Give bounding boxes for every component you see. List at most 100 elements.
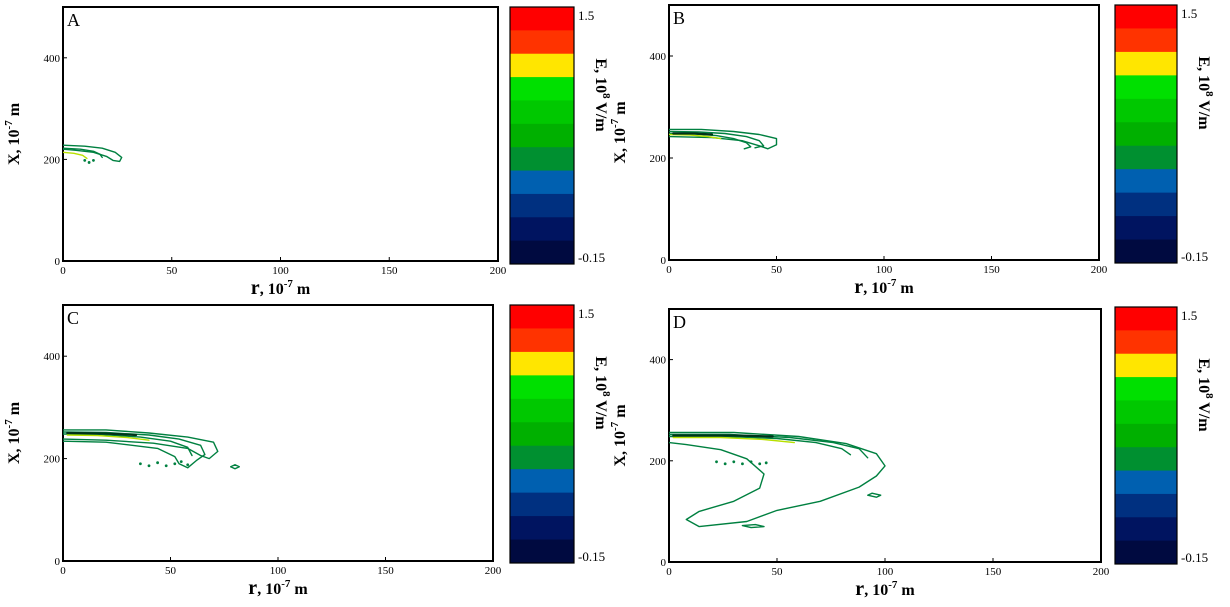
contour-spot — [87, 161, 91, 164]
contour-spot — [764, 461, 768, 465]
x-tick-label: 0 — [666, 566, 672, 578]
contour-group — [669, 431, 886, 529]
contour-spot — [139, 462, 142, 466]
x-axis-title-tail: m — [897, 582, 915, 599]
contour-spot — [164, 464, 168, 468]
contour-spot — [83, 159, 87, 162]
colorbar: 1.5 -0.15 E, 108 V/m — [1114, 306, 1215, 565]
x-axis-title: r, 10-7 m — [251, 277, 311, 299]
panel-letter: B — [673, 8, 685, 28]
x-axis-title-unit: , 10 — [863, 280, 887, 297]
y-axis-title-tail: m — [612, 101, 629, 119]
colorbar-swatch — [1115, 330, 1177, 355]
x-tick-label: 150 — [377, 565, 394, 577]
y-axis-title-tail: m — [6, 401, 23, 419]
y-axis-title-unit: , 10 — [612, 431, 629, 455]
colorbar-swatch — [510, 123, 574, 148]
colorbar-title-main: E, 10 — [1195, 358, 1212, 393]
x-tick-label: 200 — [1091, 264, 1108, 276]
x-tick-label: 100 — [272, 265, 289, 277]
contour-line — [63, 151, 88, 160]
contour-spot — [723, 462, 727, 466]
colorbar: 1.5 -0.15 E, 108 V/m — [1114, 4, 1215, 264]
colorbar-swatch — [1115, 239, 1177, 264]
x-axis-title-exponent: -7 — [887, 277, 897, 289]
y-axis-title: X, 10-7 m — [609, 101, 629, 164]
plot-frame — [62, 304, 494, 562]
contour-line — [741, 523, 765, 529]
contour-spot — [732, 460, 736, 464]
colorbar-min-label: -0.15 — [578, 549, 605, 564]
y-axis-title: X, 10-7 m — [609, 404, 629, 467]
colorbar-frame — [1114, 306, 1178, 565]
contour-spot — [92, 159, 95, 162]
contour-spot — [741, 462, 744, 466]
colorbar-swatch — [510, 53, 574, 78]
colorbar-max-label: 1.5 — [578, 306, 594, 321]
y-tick-label: 0 — [55, 256, 61, 268]
colorbar-title-tail: V/m — [1195, 97, 1212, 131]
x-axis-title-symbol: r — [855, 578, 864, 600]
colorbar-swatch — [1115, 5, 1177, 29]
y-axis-title-exponent: -7 — [3, 419, 15, 429]
colorbar-swatch — [1115, 517, 1177, 542]
colorbar-swatch — [1115, 400, 1177, 425]
colorbar-title: E, 108 V/m — [1195, 56, 1215, 130]
colorbar-swatch — [1115, 447, 1177, 472]
colorbar-min-label: -0.15 — [1181, 249, 1208, 264]
x-axis-title: r, 10-7 m — [855, 578, 915, 600]
y-axis-title-exponent: -7 — [609, 118, 621, 128]
y-axis-title: X, 10-7 m — [3, 401, 23, 464]
colorbar-title-exponent: 8 — [600, 93, 612, 99]
colorbar-frame — [509, 304, 575, 564]
y-axis-title-exponent: -7 — [609, 421, 621, 431]
y-axis-title-symbol: X — [612, 152, 629, 164]
colorbar-swatch — [510, 398, 574, 423]
panel-letter: A — [67, 10, 80, 30]
colorbar-swatch — [1115, 51, 1177, 76]
colorbar-title-main: E, 10 — [592, 58, 609, 93]
x-axis-title-symbol: r — [854, 276, 863, 298]
contour-line — [66, 431, 138, 437]
colorbar-swatch — [1115, 192, 1177, 217]
x-axis-title-exponent: -7 — [284, 278, 294, 290]
y-tick-label: 400 — [650, 51, 667, 63]
colorbar: 1.5 -0.15 E, 108 V/m — [509, 304, 612, 564]
colorbar-swatch — [1115, 470, 1177, 495]
y-tick-label: 0 — [661, 557, 667, 569]
panel-letter: D — [673, 312, 686, 332]
colorbar-swatch — [510, 539, 574, 564]
contour-spot — [749, 460, 753, 464]
colorbar-swatch — [510, 7, 574, 31]
colorbar-swatch — [1115, 75, 1177, 100]
colorbar-swatch — [1115, 98, 1177, 123]
x-axis-title-unit: , 10 — [864, 582, 888, 599]
colorbar-swatch — [510, 492, 574, 517]
contour-spot — [715, 460, 718, 464]
contour-line — [63, 429, 219, 460]
colorbar-swatch — [1115, 169, 1177, 194]
x-tick-label: 0 — [666, 264, 672, 276]
x-tick-label: 150 — [983, 264, 1000, 276]
contour-line — [230, 464, 240, 470]
x-tick-label: 150 — [381, 265, 398, 277]
x-tick-label: 100 — [270, 565, 287, 577]
x-axis-title: r, 10-7 m — [854, 276, 914, 298]
colorbar-swatch — [510, 516, 574, 541]
colorbar-title: E, 108 V/m — [592, 356, 612, 430]
y-tick-label: 200 — [44, 454, 61, 466]
x-axis-title-symbol: r — [251, 277, 260, 299]
colorbar-max-label: 1.5 — [578, 8, 594, 23]
x-tick-label: 100 — [877, 566, 894, 578]
x-tick-label: 0 — [60, 265, 66, 277]
contour-line — [63, 431, 206, 469]
colorbar-swatch — [510, 305, 574, 329]
plot-frame — [668, 4, 1100, 261]
x-axis-title-exponent: -7 — [888, 579, 898, 591]
contour-line — [867, 492, 882, 498]
colorbar-title-tail: V/m — [592, 99, 609, 133]
y-tick-label: 0 — [661, 255, 667, 267]
